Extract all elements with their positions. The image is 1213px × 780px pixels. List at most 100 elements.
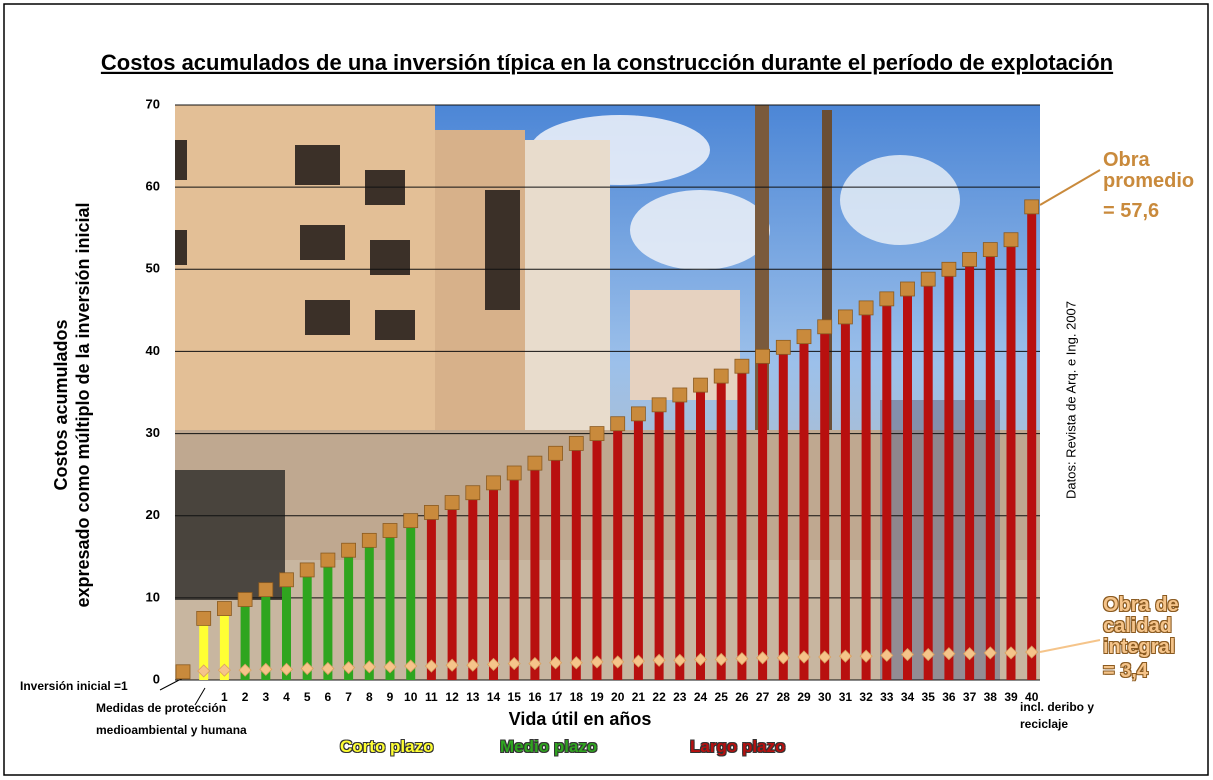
x-tick-label: 39	[1004, 690, 1018, 704]
marker-square	[673, 388, 687, 402]
y-tick-label: 20	[146, 507, 160, 522]
annotation: Inversión inicial =1	[20, 680, 128, 693]
marker-square	[238, 593, 252, 607]
marker-square	[963, 252, 977, 266]
marker-square	[694, 378, 708, 392]
marker-square	[176, 665, 190, 679]
bar	[903, 289, 912, 680]
marker-square	[487, 476, 501, 490]
marker-square	[445, 496, 459, 510]
x-tick-label: 9	[387, 690, 394, 704]
y-tick-label: 50	[146, 261, 160, 276]
marker-square	[300, 563, 314, 577]
pointer-line	[1040, 170, 1100, 205]
marker-square	[528, 456, 542, 470]
series-label: Obra de calidad integral	[1103, 595, 1183, 658]
bar	[779, 347, 788, 680]
y-tick-label: 40	[146, 343, 160, 358]
annotation: Medidas de protección medioambiental y h…	[96, 697, 256, 741]
x-tick-label: 6	[325, 690, 332, 704]
marker-square	[507, 466, 521, 480]
marker-square	[797, 330, 811, 344]
period-legend: Largo plazo	[690, 738, 785, 756]
marker-square	[549, 446, 563, 460]
marker-square	[942, 262, 956, 276]
marker-square	[921, 272, 935, 286]
marker-square	[342, 543, 356, 557]
bar	[758, 356, 767, 680]
marker-square	[631, 407, 645, 421]
y-tick-label: 0	[153, 671, 160, 686]
marker-square	[424, 505, 438, 519]
marker-square	[880, 292, 894, 306]
x-tick-label: 20	[611, 690, 625, 704]
pointer-line	[1040, 640, 1100, 652]
bar	[365, 540, 374, 680]
x-tick-label: 4	[283, 690, 290, 704]
x-tick-label: 23	[673, 690, 687, 704]
x-tick-label: 11	[425, 690, 438, 704]
x-tick-label: 36	[942, 690, 956, 704]
x-tick-label: 12	[445, 690, 459, 704]
x-tick-label: 7	[345, 690, 352, 704]
bar	[530, 463, 539, 680]
bar	[737, 366, 746, 680]
page: Costos acumulados de una inversión típic…	[0, 0, 1213, 780]
x-tick-label: 5	[304, 690, 311, 704]
x-tick-label: 8	[366, 690, 373, 704]
bar	[924, 279, 933, 680]
bar	[986, 250, 995, 680]
bar	[510, 473, 519, 680]
x-tick-label: 34	[901, 690, 915, 704]
bar	[551, 453, 560, 680]
bar	[675, 395, 684, 680]
bar	[965, 259, 974, 680]
chart-title: Costos acumulados de una inversión típic…	[101, 50, 1113, 75]
period-legend: Corto plazo	[340, 738, 434, 756]
marker-square	[280, 573, 294, 587]
bar	[489, 483, 498, 680]
bar	[613, 424, 622, 680]
marker-square	[818, 320, 832, 334]
bar	[1027, 207, 1036, 680]
x-tick-label: 10	[404, 690, 418, 704]
bar	[344, 550, 353, 680]
y-tick-label: 10	[146, 589, 160, 604]
marker-square	[321, 553, 335, 567]
x-tick-label: 35	[922, 690, 936, 704]
x-tick-label: 26	[735, 690, 749, 704]
bar	[717, 376, 726, 680]
marker-square	[838, 310, 852, 324]
marker-square	[217, 602, 231, 616]
bar	[634, 414, 643, 680]
marker-square	[776, 340, 790, 354]
marker-square	[383, 524, 397, 538]
y-tick-label: 70	[146, 96, 160, 111]
bar	[882, 299, 891, 680]
x-tick-label: 37	[963, 690, 977, 704]
bar	[944, 269, 953, 680]
bar	[820, 327, 829, 680]
marker-square	[590, 427, 604, 441]
y-tick-label: 30	[146, 425, 160, 440]
bar	[1007, 240, 1016, 680]
marker-square	[983, 243, 997, 257]
bar	[696, 385, 705, 680]
marker-square	[466, 486, 480, 500]
marker-square	[859, 301, 873, 315]
data-label: = 3,4	[1103, 661, 1148, 682]
marker-square	[1004, 233, 1018, 247]
bar	[406, 521, 415, 680]
x-tick-label: 32	[859, 690, 873, 704]
x-axis-label: Vida útil en años	[509, 709, 652, 729]
y-tick-label: 60	[146, 179, 160, 194]
marker-square	[611, 417, 625, 431]
x-tick-label: 14	[487, 690, 501, 704]
marker-square	[735, 359, 749, 373]
x-tick-label: 28	[777, 690, 791, 704]
x-tick-label: 27	[756, 690, 770, 704]
x-tick-label: 17	[549, 690, 563, 704]
bar	[655, 405, 664, 680]
x-tick-label: 33	[880, 690, 894, 704]
x-tick-label: 29	[797, 690, 811, 704]
